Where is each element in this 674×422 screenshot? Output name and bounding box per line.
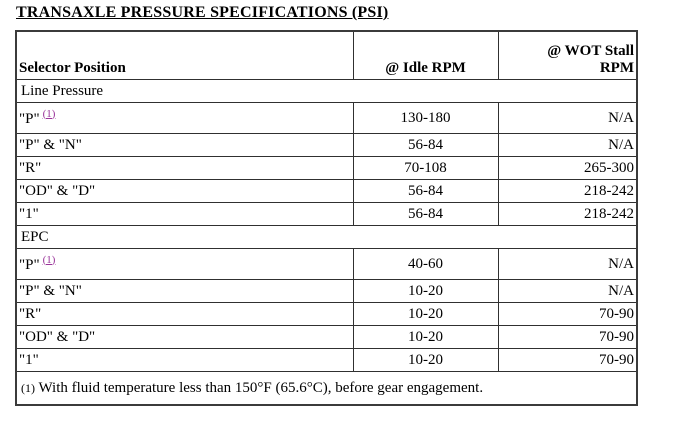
page-title: TRANSAXLE PRESSURE SPECIFICATIONS (PSI) bbox=[16, 4, 389, 21]
section-row-line-pressure: Line Pressure bbox=[15, 79, 638, 103]
table-row: "P" & "N" 10-20 N/A bbox=[15, 279, 638, 303]
wot-stall-value: 70-90 bbox=[497, 348, 638, 372]
selector-position-cell: "P" & "N" bbox=[15, 133, 354, 157]
table-row: "P" (1) 130-180 N/A bbox=[15, 102, 638, 134]
spec-table: Selector Position @ Idle RPM @ WOT Stall… bbox=[15, 30, 638, 406]
section-label: EPC bbox=[15, 225, 638, 249]
table-row: "P" (1) 40-60 N/A bbox=[15, 248, 638, 280]
wot-stall-value: N/A bbox=[497, 133, 638, 157]
selector-position-cell: "P" & "N" bbox=[15, 279, 354, 303]
selector-position-cell: "OD" & "D" bbox=[15, 325, 354, 349]
idle-rpm-value: 56-84 bbox=[352, 133, 499, 157]
idle-rpm-value: 70-108 bbox=[352, 156, 499, 180]
column-header-idle-rpm: @ Idle RPM bbox=[352, 30, 499, 80]
footnote-cell: (1) With fluid temperature less than 150… bbox=[15, 371, 638, 406]
selector-position-cell: "P" (1) bbox=[15, 248, 354, 280]
idle-rpm-value: 56-84 bbox=[352, 179, 499, 203]
selector-position-cell: "1" bbox=[15, 202, 354, 226]
idle-rpm-value: 10-20 bbox=[352, 325, 499, 349]
table-row: "R" 10-20 70-90 bbox=[15, 302, 638, 326]
selector-position-cell: "R" bbox=[15, 302, 354, 326]
table-row: "R" 70-108 265-300 bbox=[15, 156, 638, 180]
column-header-wot-stall-rpm: @ WOT Stall RPM bbox=[497, 30, 638, 80]
wot-stall-value: N/A bbox=[497, 102, 638, 134]
wot-stall-value: 218-242 bbox=[497, 202, 638, 226]
wot-stall-value: 218-242 bbox=[497, 179, 638, 203]
table-row: "1" 10-20 70-90 bbox=[15, 348, 638, 372]
table-row: "OD" & "D" 10-20 70-90 bbox=[15, 325, 638, 349]
footnote-ref-link[interactable]: (1) bbox=[42, 107, 56, 120]
table-row: "OD" & "D" 56-84 218-242 bbox=[15, 179, 638, 203]
wot-stall-value: N/A bbox=[497, 279, 638, 303]
wot-stall-value: 70-90 bbox=[497, 302, 638, 326]
footnote-marker: (1) bbox=[21, 380, 35, 395]
column-header-selector-position: Selector Position bbox=[15, 30, 354, 80]
table-header-row: Selector Position @ Idle RPM @ WOT Stall… bbox=[15, 30, 638, 80]
table-row: "P" & "N" 56-84 N/A bbox=[15, 133, 638, 157]
footnote-ref-link[interactable]: (1) bbox=[42, 253, 56, 266]
selector-position-label: "P" bbox=[19, 256, 40, 273]
selector-position-cell: "1" bbox=[15, 348, 354, 372]
idle-rpm-value: 10-20 bbox=[352, 302, 499, 326]
idle-rpm-value: 56-84 bbox=[352, 202, 499, 226]
footnote-text: With fluid temperature less than 150°F (… bbox=[38, 379, 484, 396]
idle-rpm-value: 40-60 bbox=[352, 248, 499, 280]
selector-position-cell: "OD" & "D" bbox=[15, 179, 354, 203]
selector-position-cell: "P" (1) bbox=[15, 102, 354, 134]
idle-rpm-value: 10-20 bbox=[352, 348, 499, 372]
footnote-row: (1) With fluid temperature less than 150… bbox=[15, 371, 638, 406]
table-row: "1" 56-84 218-242 bbox=[15, 202, 638, 226]
selector-position-cell: "R" bbox=[15, 156, 354, 180]
section-label: Line Pressure bbox=[15, 79, 638, 103]
wot-stall-value: N/A bbox=[497, 248, 638, 280]
wot-stall-value: 70-90 bbox=[497, 325, 638, 349]
idle-rpm-value: 130-180 bbox=[352, 102, 499, 134]
selector-position-label: "P" bbox=[19, 110, 40, 127]
idle-rpm-value: 10-20 bbox=[352, 279, 499, 303]
section-row-epc: EPC bbox=[15, 225, 638, 249]
wot-stall-value: 265-300 bbox=[497, 156, 638, 180]
